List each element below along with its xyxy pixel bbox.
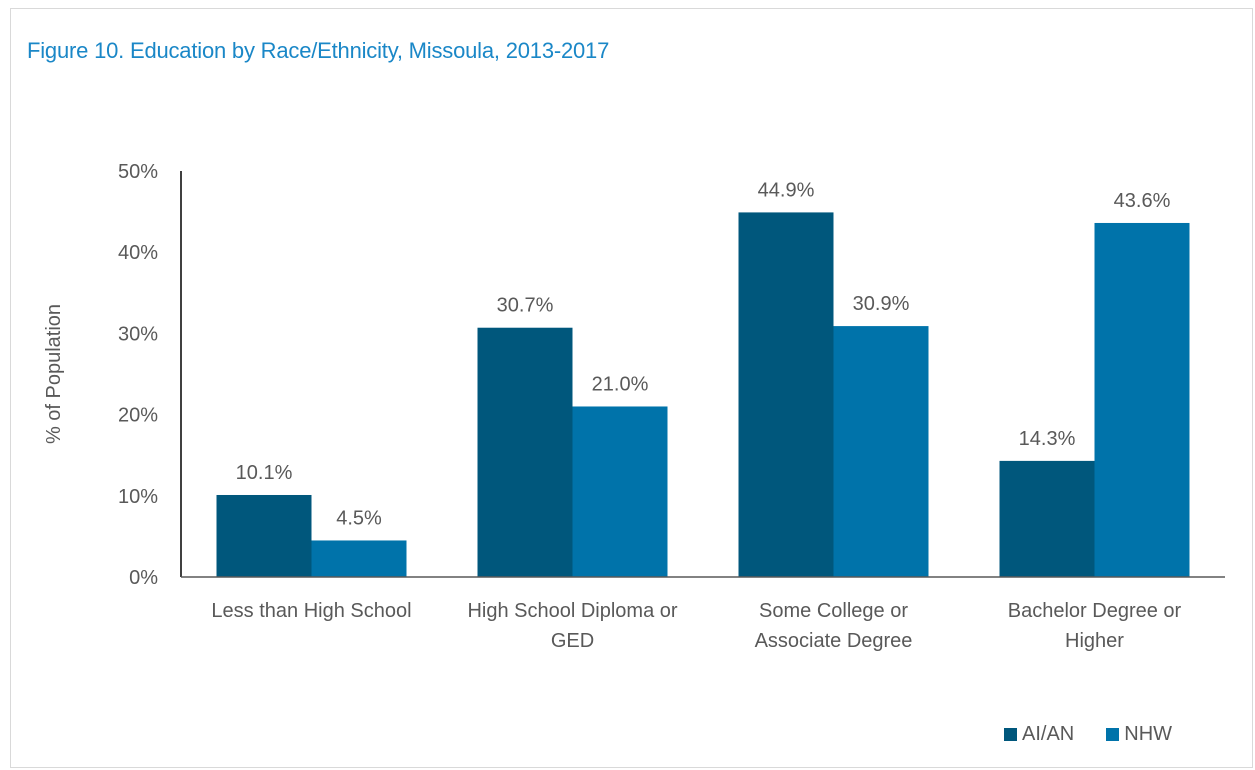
x-category-label: Higher <box>1065 630 1124 652</box>
legend-label-ai-an: AI/AN <box>1022 723 1075 745</box>
figure-frame <box>10 8 1253 768</box>
bar-nhw <box>1094 222 1190 577</box>
bar-ai-an <box>477 327 573 577</box>
x-category-label: Less than High School <box>211 600 411 622</box>
y-tick-label: 0% <box>129 567 158 589</box>
y-tick-label: 50% <box>118 161 158 183</box>
bar-ai-an <box>738 212 834 578</box>
bar-nhw <box>572 406 668 577</box>
bar-nhw <box>833 326 929 577</box>
bar-nhw <box>311 540 407 577</box>
x-category-label: Bachelor Degree or <box>1008 600 1182 622</box>
bar-ai-an <box>216 494 312 577</box>
x-category-label: Some College or <box>759 600 908 622</box>
x-category-label: Associate Degree <box>755 630 913 652</box>
x-category-label: High School Diploma or <box>467 600 677 622</box>
y-tick-label: 30% <box>118 323 158 345</box>
legend-swatch-nhw <box>1106 728 1120 741</box>
y-axis-label: % of Population <box>43 304 65 444</box>
y-tick-label: 10% <box>118 486 158 508</box>
x-category-label: GED <box>551 630 594 652</box>
data-label: 10.1% <box>236 462 293 484</box>
data-label: 30.7% <box>497 295 554 317</box>
data-label: 14.3% <box>1019 428 1076 450</box>
legend-item-ai-an: AI/AN <box>1004 723 1074 746</box>
legend-swatch-ai-an <box>1004 728 1017 741</box>
legend-item-nhw: NHW <box>1106 723 1172 746</box>
figure-title: Figure 10. Education by Race/Ethnicity, … <box>27 38 610 63</box>
data-label: 44.9% <box>758 179 815 201</box>
data-label: 4.5% <box>336 507 382 529</box>
bar-ai-an <box>999 460 1095 577</box>
data-label: 30.9% <box>853 293 910 315</box>
legend: AI/AN NHW <box>1004 723 1172 746</box>
legend-label-nhw: NHW <box>1124 723 1173 745</box>
y-tick-label: 20% <box>118 405 158 427</box>
data-label: 43.6% <box>1114 190 1171 212</box>
y-tick-label: 40% <box>118 242 158 264</box>
data-label: 21.0% <box>592 373 649 395</box>
